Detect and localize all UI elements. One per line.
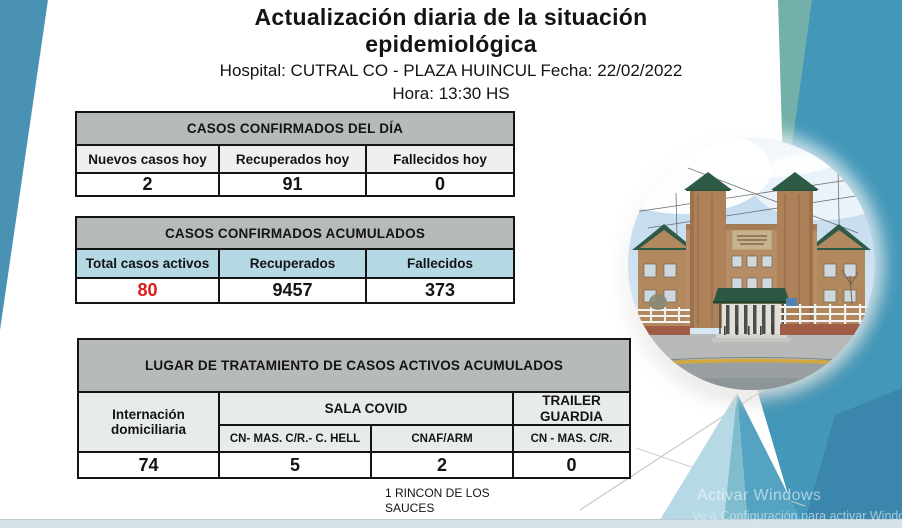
decor-bottom-strip [0, 520, 902, 528]
page-title: Actualización diaria de la situación epi… [0, 4, 902, 58]
right-tower-roof [771, 172, 819, 190]
bollards [724, 326, 774, 335]
treatment-value-home: 74 [77, 451, 220, 480]
right-wing [813, 248, 865, 328]
treatment-subcol-cnaf: CNAF/ARM [370, 424, 514, 454]
central-block-edge [686, 224, 817, 230]
daily-col-recovered: Recuperados hoy [218, 144, 367, 174]
daily-col-deceased: Fallecidos hoy [364, 144, 516, 174]
treatment-value-trailer: 0 [511, 451, 632, 480]
treatment-subcol-cn-mas: CN- MAS. C/R.- C. HELL [218, 424, 372, 454]
entrance-awning [713, 288, 790, 303]
decor-fan-sliver [723, 393, 748, 528]
subtitle-hospital-date: Hospital: CUTRAL CO - PLAZA HUINCUL Fech… [219, 61, 683, 80]
shrub [649, 294, 667, 310]
daily-col-new: Nuevos casos hoy [75, 144, 220, 174]
treatment-col-trailer: TRAILER GUARDIA [511, 390, 632, 427]
table-daily-cases: CASOS CONFIRMADOS DEL DÍA Nuevos casos h… [74, 111, 516, 197]
daily-value-new: 2 [75, 172, 220, 197]
windows-activation-watermark: Activar Windows [697, 487, 822, 504]
hospital-photo-illustration [628, 138, 875, 390]
treatment-col-home: Internación domiciliaria [77, 390, 220, 454]
treatment-group-covid-ward: SALA COVID [218, 390, 514, 427]
decor-fan-light [655, 393, 737, 528]
treatment-subcol-trailer: CN - MAS. C/R. [511, 424, 632, 454]
daily-value-recovered: 91 [218, 172, 367, 197]
subtitle-time: Hora: 13:30 HS [392, 84, 510, 103]
table-daily-title: CASOS CONFIRMADOS DEL DÍA [74, 111, 516, 146]
sign-text-lines [737, 235, 767, 245]
left-gable-brick [640, 230, 688, 248]
hospital-photo [628, 138, 875, 390]
decor-dark-corner [803, 388, 902, 528]
door-panels [726, 305, 775, 334]
accumulated-col-deceased: Fallecidos [365, 248, 515, 279]
step [716, 334, 787, 338]
table-treatment-location: LUGAR DE TRATAMIENTO DE CASOS ACTIVOS AC… [76, 338, 632, 480]
treatment-value-cn-mas: 5 [218, 451, 372, 480]
decor-fan-medium [737, 393, 805, 528]
blue-plaque [786, 298, 797, 307]
accumulated-value-recovered: 9457 [218, 277, 367, 304]
awning-edge [713, 301, 790, 304]
step [712, 338, 791, 342]
treatment-value-cnaf: 2 [370, 451, 514, 480]
footnote-line-1: 1 RINCON DE LOS [385, 486, 490, 500]
right-gable-brick [815, 230, 863, 248]
title-line-2: epidemiológica [365, 31, 537, 57]
cloud [658, 138, 848, 178]
decor-bottom-strip-edge [0, 519, 902, 521]
wing-windows [643, 263, 857, 303]
decor-left-triangle [0, 0, 48, 330]
accumulated-value-active: 80 [75, 277, 220, 304]
accumulated-value-deceased: 373 [365, 277, 515, 304]
left-tower-roof [684, 172, 732, 190]
slide-subtitle: Hospital: CUTRAL CO - PLAZA HUINCUL Fech… [0, 59, 902, 105]
right-fence [780, 304, 875, 335]
footnote-line-2: SAUCES [385, 500, 435, 515]
accumulated-col-active: Total casos activos [75, 248, 220, 279]
daily-value-deceased: 0 [364, 172, 516, 197]
table-accumulated-cases: CASOS CONFIRMADOS ACUMULADOS Total casos… [75, 216, 515, 304]
table-treatment-title: LUGAR DE TRATAMIENTO DE CASOS ACTIVOS AC… [76, 338, 632, 393]
left-tower-shade [690, 188, 694, 328]
title-line-1: Actualización diaria de la situación [254, 4, 648, 30]
step [708, 342, 795, 346]
windows-activation-watermark-sub: Ve a Configuración para activar Windows. [692, 509, 902, 523]
right-tower-shade [809, 188, 813, 328]
footnote: 1 RINCON DE LOS SAUCES [385, 486, 490, 515]
accumulated-col-recovered: Recuperados [218, 248, 367, 279]
table-accumulated-title: CASOS CONFIRMADOS ACUMULADOS [75, 216, 515, 250]
bare-tree [841, 269, 859, 305]
